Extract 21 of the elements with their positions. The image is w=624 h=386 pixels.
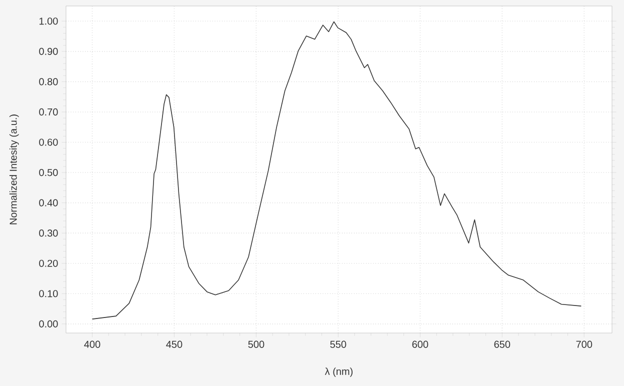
y-tick-label: 0.80 bbox=[39, 78, 58, 86]
x-tick-label: 450 bbox=[166, 340, 182, 348]
y-tick-label: 0.50 bbox=[39, 168, 58, 176]
y-tick-label: 1.00 bbox=[40, 18, 58, 25]
y-tick-label: 0.10 bbox=[39, 290, 58, 298]
x-tick-label: 600 bbox=[412, 340, 428, 348]
y-tick-label: 0.70 bbox=[39, 108, 58, 116]
y-tick-label: 0.20 bbox=[39, 260, 58, 267]
x-tick-label: 650 bbox=[494, 340, 510, 348]
y-tick-label: 0.30 bbox=[39, 230, 58, 237]
y-tick-label: 0.90 bbox=[39, 48, 58, 55]
y-tick-label: 0.60 bbox=[39, 138, 58, 146]
y-tick-label: 0.40 bbox=[39, 199, 58, 206]
x-tick-label: 500 bbox=[248, 340, 264, 348]
y-axis-title: Normalized Intesity (a.u.) bbox=[9, 114, 19, 224]
line-series bbox=[92, 21, 582, 320]
x-axis-title: λ (nm) bbox=[324, 368, 353, 377]
x-tick-label: 550 bbox=[330, 340, 346, 348]
y-tick-label: 0.00 bbox=[39, 320, 58, 328]
x-tick-label: 700 bbox=[576, 340, 592, 348]
x-tick-label: 400 bbox=[84, 340, 100, 348]
